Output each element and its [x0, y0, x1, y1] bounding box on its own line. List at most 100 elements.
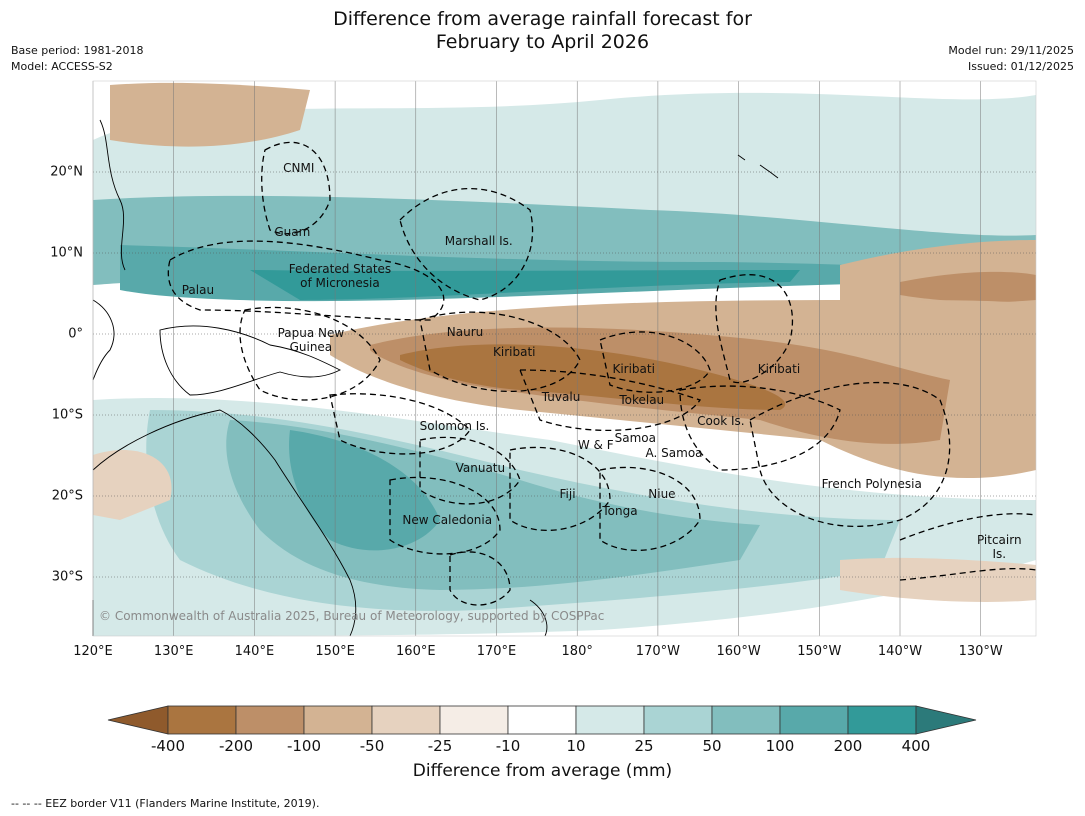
region-label: Federated States of Micronesia: [288, 262, 392, 291]
region-label: Niue: [648, 487, 676, 502]
colorbar-segment: [167, 705, 237, 735]
region-label: Fiji: [559, 487, 576, 502]
colorbar-title: Difference from average (mm): [412, 761, 673, 781]
colorbar-tick-label: 400: [901, 737, 931, 755]
region-label: Marshall Is.: [444, 233, 513, 248]
colorbar-tick-label: 25: [634, 737, 654, 755]
colorbar-segment: [779, 705, 849, 735]
region-label: Papua New Guinea: [277, 326, 345, 355]
issued-date: Issued: 01/12/2025: [967, 60, 1074, 73]
colorbar-tick-label: -400: [150, 737, 186, 755]
region-label: Nauru: [446, 325, 484, 340]
region-label: Cook Is.: [697, 414, 745, 429]
borneo-coast: [92, 299, 115, 381]
rainfall-anomaly-field: [93, 81, 1036, 636]
tan-southeast-blob: [840, 557, 1036, 602]
hawaii-coast: [737, 154, 779, 179]
region-label: Tuvalu: [541, 390, 581, 405]
longitude-label: 150°E: [315, 644, 355, 659]
region-label: Samoa: [614, 431, 656, 446]
longitude-label: 140°E: [234, 644, 275, 659]
eez-fiji: [509, 446, 611, 532]
colorbar-segment: [711, 705, 781, 735]
base-period: Base period: 1981-2018: [11, 44, 144, 57]
eez-kiribati-central: [419, 311, 581, 392]
tan-ne-dark: [900, 271, 1036, 303]
metadata-left: Base period: 1981-2018 Model: ACCESS-S2: [11, 43, 143, 75]
colorbar-tick-label: -200: [218, 737, 254, 755]
region-label: Guam: [274, 224, 311, 239]
latitude-label: 10°S: [51, 407, 83, 423]
region-label: Pitcairn Is.: [976, 533, 1022, 562]
longitude-label: 150°W: [797, 644, 842, 659]
south-dark-teal-core: [289, 430, 440, 551]
eez-norfolk: [449, 551, 511, 606]
region-label: French Polynesia: [821, 476, 922, 491]
title-line-2: February to April 2026: [435, 31, 650, 53]
colorbar-tick-label: -100: [286, 737, 322, 755]
region-label: Kiribati: [757, 361, 801, 376]
longitude-label: 180°: [561, 644, 593, 659]
colorbar-segment: [847, 705, 917, 735]
eez-cnmi-guam: [261, 141, 331, 235]
map-frame: [92, 80, 1037, 637]
colorbar-segment: [303, 705, 373, 735]
region-label: Kiribati: [493, 344, 536, 359]
colorbar-segment: [507, 705, 577, 735]
region-label: Tokelau: [619, 392, 665, 407]
colorbar-segment: [575, 705, 645, 735]
longitude-label: 120°E: [73, 644, 113, 659]
latitude-label: 0°: [68, 326, 83, 342]
latitude-label: 30°S: [51, 569, 83, 585]
eez-vanuatu: [419, 436, 521, 505]
model-run: Model run: 29/11/2025: [948, 44, 1074, 57]
region-label: Vanuatu: [455, 461, 506, 476]
new-guinea-coast: [159, 325, 342, 396]
eez-pitcairn: [899, 513, 1037, 581]
colorbar-segment: [439, 705, 509, 735]
colorbar-tick-label: 10: [566, 737, 586, 755]
new-zealand-coast: [529, 599, 548, 637]
eez-micronesia: [167, 240, 445, 321]
longitude-label: 160°W: [716, 644, 761, 659]
eez-french-polynesia: [749, 381, 951, 528]
longitude-label: 160°E: [396, 644, 436, 659]
eez-borders: [167, 141, 1037, 606]
region-label: Kiribati: [612, 361, 655, 376]
region-label: W & F: [577, 437, 614, 452]
longitude-label: 130°W: [958, 644, 1003, 659]
eez-tuvalu-tokelau: [519, 369, 702, 432]
eez-kiribati-east: [599, 331, 711, 393]
itcz-darkest-band: [250, 270, 800, 300]
region-label: Solomon Is.: [419, 419, 490, 434]
copyright-notice: © Commonwealth of Australia 2025, Bureau…: [99, 609, 605, 623]
region-label: CNMI: [283, 160, 315, 175]
eez-solomon: [329, 393, 471, 455]
latitude-label: 20°S: [51, 488, 83, 504]
tan-southwest-blob: [93, 450, 172, 520]
longitude-label: 140°W: [877, 644, 923, 659]
colorbar-extend-high: [915, 705, 977, 735]
longitude-label: 170°E: [476, 644, 517, 659]
eez-kiribati-line: [715, 274, 794, 384]
region-label: New Caledonia: [402, 513, 493, 528]
eez-marshall: [399, 187, 534, 301]
region-label: A. Samoa: [645, 446, 703, 461]
colorbar-tick-label: 50: [702, 737, 722, 755]
colorbar-tick-label: -50: [359, 737, 385, 755]
colorbar-tick-label: 200: [833, 737, 863, 755]
eez-new-caledonia: [389, 476, 501, 555]
longitude-label: 130°E: [153, 644, 194, 659]
colorbar-segment: [643, 705, 713, 735]
colorbar-extend-low: [107, 705, 169, 735]
region-label: Palau: [181, 283, 215, 298]
colorbar-tick-label: 100: [765, 737, 795, 755]
metadata-right: Model run: 29/11/2025 Issued: 01/12/2025: [948, 43, 1074, 75]
model-name: Model: ACCESS-S2: [11, 60, 113, 73]
tan-nw-blob: [110, 82, 310, 147]
eez-tonga-niue: [599, 466, 701, 552]
latitude-label: 20°N: [50, 164, 83, 180]
colorbar: [107, 705, 977, 735]
longitude-label: 170°W: [635, 644, 680, 659]
